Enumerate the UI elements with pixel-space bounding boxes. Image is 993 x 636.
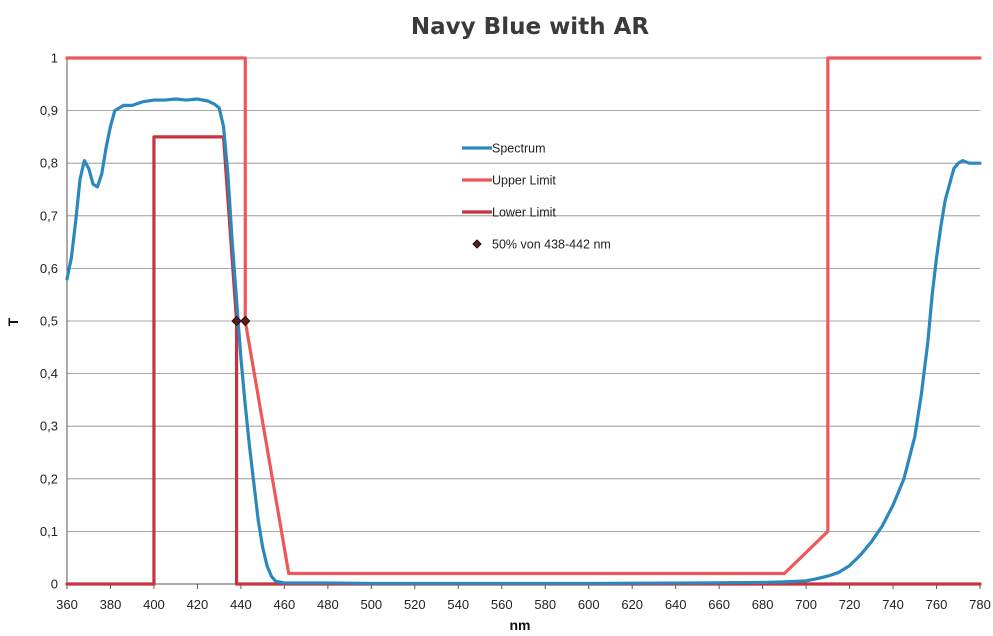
x-tick-label: 660: [708, 597, 730, 612]
x-tick-label: 480: [317, 597, 339, 612]
x-tick-label: 520: [404, 597, 426, 612]
x-tick-label: 740: [882, 597, 904, 612]
x-tick-labels: 360 380 400 420 440 460 480 500 520 540 560 580 600 6…: [56, 597, 991, 612]
y-tick-label: 0,9: [40, 103, 58, 118]
legend-label-50-von-438-442-nm: 50% von 438-442 nm: [492, 238, 611, 252]
x-tick-label: 500: [360, 597, 382, 612]
x-tick-label: 460: [274, 597, 296, 612]
legend-label-lower-limit: Lower Limit: [492, 206, 556, 220]
x-tick-label: 600: [578, 597, 600, 612]
x-axis-label: nm: [510, 617, 531, 633]
x-tick-label: 580: [534, 597, 556, 612]
x-tick-label: 760: [926, 597, 948, 612]
y-tick-label: 0,8: [40, 156, 58, 171]
x-tick-label: 420: [187, 597, 209, 612]
series-line-upper-limit: [65, 56, 982, 576]
y-tick-labels: 0 0,1 0,2 0,3 0,4 0,5 0,6 0,7 0,8 0,9 1: [40, 51, 58, 592]
y-tick-label: 1: [51, 51, 58, 66]
x-tick-label: 380: [100, 597, 122, 612]
y-tick-label: 0: [51, 577, 58, 592]
x-tick-label: 360: [56, 597, 78, 612]
chart-title: Navy Blue with AR: [411, 14, 649, 40]
series-line-spectrum: [65, 97, 982, 586]
series-line-lower-limit: [65, 135, 982, 586]
x-tick-label: 640: [665, 597, 687, 612]
data-point-50-von-438-442-nm: [240, 315, 251, 327]
x-tick-label: 440: [230, 597, 252, 612]
data-point-50-von-438-442-nm: [231, 315, 242, 327]
x-tick-label: 720: [839, 597, 861, 612]
legend-swatch-50-von-438-442-nm: [472, 239, 482, 249]
x-tick-label: 700: [795, 597, 817, 612]
series-group: [65, 56, 982, 586]
x-tick-label: 680: [752, 597, 774, 612]
legend-label-spectrum: Spectrum: [492, 142, 546, 156]
y-tick-label: 0,4: [40, 366, 58, 381]
x-tick-label: 780: [969, 597, 991, 612]
x-tick-label: 540: [447, 597, 469, 612]
y-tick-label: 0,7: [40, 208, 58, 223]
y-axis-label: T: [5, 317, 21, 326]
y-tick-label: 0,6: [40, 261, 58, 276]
y-tick-label: 0,5: [40, 314, 58, 329]
x-tick-label: 620: [621, 597, 643, 612]
y-tick-label: 0,2: [40, 471, 58, 486]
y-tick-label: 0,3: [40, 419, 58, 434]
x-tick-label: 400: [143, 597, 165, 612]
y-tick-label: 0,1: [40, 524, 58, 539]
x-tick-label: 560: [491, 597, 513, 612]
legend: Spectrum Upper Limit Lower Limit 50% von 43…: [462, 142, 611, 252]
legend-label-upper-limit: Upper Limit: [492, 174, 556, 188]
